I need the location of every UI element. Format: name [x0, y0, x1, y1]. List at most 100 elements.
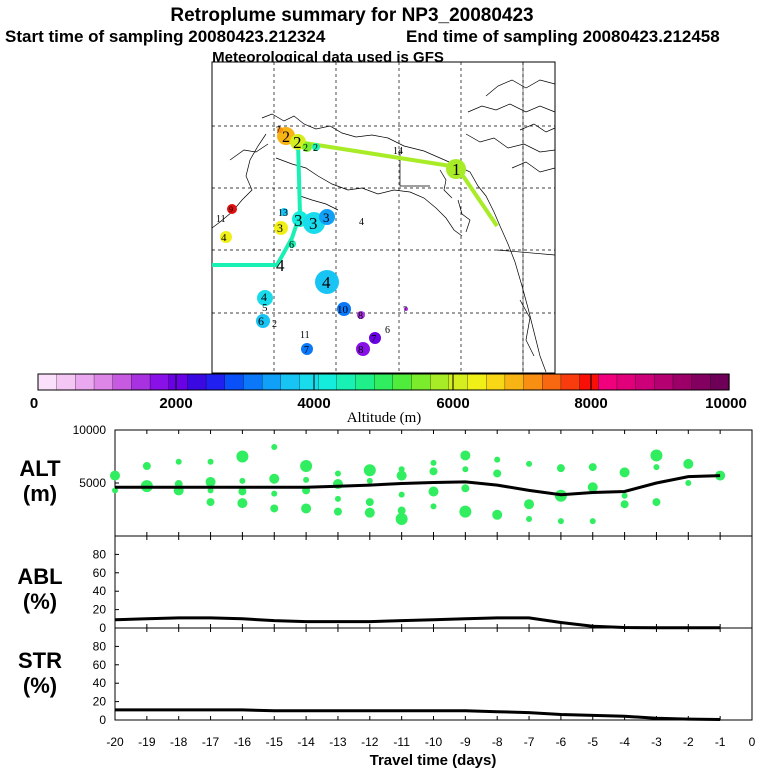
percent-ytick-label: 40: [93, 676, 107, 690]
colorbar-cell: [93, 373, 114, 391]
percent-ytick-label: 80: [93, 547, 107, 561]
map-panel: 1 2 2 2 2 7 14 3 3 3 3 4 9 11 4 13 6 4 4…: [211, 61, 556, 374]
str-title: STR: [18, 648, 62, 673]
abl-series-line: [114, 616, 721, 630]
colorbar-cell: [261, 373, 282, 391]
colorbar-cell: [448, 373, 469, 391]
colorbar-cell: [149, 373, 170, 391]
alt-scatter-point: [396, 470, 407, 481]
label-4d: 4: [261, 290, 267, 304]
alt-scatter-point: [685, 480, 692, 486]
alt-scatter-point: [683, 458, 694, 469]
percent-ytick-label: 0: [99, 621, 106, 635]
alt-scatter-point: [112, 487, 118, 494]
colorbar-cell: [579, 373, 599, 391]
colorbar-cell: [392, 373, 413, 391]
plume-marker-13: [280, 208, 288, 216]
colorbar-cell: [374, 373, 394, 391]
alt-title: ALT: [19, 456, 61, 481]
alt-scatter-point: [363, 464, 376, 477]
percent-ytick-labels: 0 20 40 60 80 0 20 40 60 80: [93, 429, 119, 727]
x-tick-label: -14: [297, 735, 315, 749]
colorbar-cell: [299, 373, 319, 391]
str-series-line: [115, 708, 721, 721]
alt-line: [115, 474, 721, 497]
colorbar-cell: [37, 373, 58, 391]
alt-scatter-point: [462, 466, 469, 473]
label-7a: 7: [276, 125, 281, 135]
colorbar-frame: [37, 373, 730, 391]
label-4c: 4: [322, 273, 331, 292]
alt-scatter-point: [650, 449, 663, 462]
percent-ytick-label: 60: [93, 566, 107, 580]
abl-line: [114, 616, 721, 630]
alt-scatter-point: [271, 443, 278, 450]
colorbar-cell: [523, 373, 543, 391]
alt-scatter-point: [524, 499, 535, 510]
colorbar-tick-4000: 4000: [297, 395, 330, 412]
alt-scatter-point: [653, 464, 660, 471]
plume-marker-small: [404, 307, 408, 311]
percent-ytick-label: 80: [93, 639, 107, 653]
x-tick-label: -16: [234, 735, 252, 749]
str-unit: (%): [23, 673, 57, 698]
x-tick-label: -7: [524, 735, 535, 749]
label-8a: 8: [358, 311, 363, 322]
x-tick-label: -8: [492, 735, 503, 749]
label-14: 14: [393, 146, 403, 157]
alt-scatter-point: [334, 470, 341, 477]
label-6c: 6: [385, 325, 390, 336]
plume-marker-6a: [288, 240, 296, 248]
colorbar: 0 2000 4000 6000 8000 10000 Altitude (m): [30, 373, 747, 426]
alt-scatter-point: [366, 477, 373, 484]
x-tick-label: -10: [425, 735, 443, 749]
map-coastlines: [211, 62, 556, 373]
alt-scatter-point: [333, 507, 342, 516]
colorbar-cell: [243, 373, 263, 391]
label-2e: 2: [272, 319, 277, 330]
alt-scatter-point: [239, 477, 246, 484]
label-4a: 4: [221, 232, 227, 244]
label-4b: 4: [359, 217, 364, 228]
plume-marker-4c: [315, 270, 339, 294]
percent-ytick-label: 40: [93, 584, 107, 598]
x-tick-label: -18: [170, 735, 188, 749]
plume-markers: [220, 127, 466, 356]
label-10: 10: [337, 304, 349, 316]
x-tick-marks: -20 -19 -18 -17 -16 -15 -14 -13 -12 -11 -10 -9 -8 -7-…: [106, 430, 756, 749]
colorbar-cell: [187, 373, 207, 391]
alt-scatter-point: [652, 498, 661, 507]
label-6b: 6: [258, 314, 264, 328]
colorbar-cell: [542, 373, 562, 391]
colorbar-cells: [37, 373, 730, 391]
abl-panel-frame: [114, 535, 753, 629]
alt-scatter-point: [206, 498, 215, 507]
colorbar-cell: [635, 373, 655, 391]
alt-scatter-point: [238, 487, 247, 496]
plume-marker-2c: [302, 142, 312, 152]
colorbar-cell: [467, 373, 487, 391]
alt-scatter-point: [175, 458, 182, 465]
alt-scatter-point: [557, 518, 564, 525]
label-3b: 3: [309, 214, 318, 233]
alt-scatter-point: [365, 498, 374, 507]
colorbar-cell: [224, 373, 245, 391]
colorbar-cell: [430, 373, 450, 391]
alt-scatter-point: [398, 466, 405, 473]
colorbar-cell: [560, 373, 581, 391]
alt-scatter-point: [398, 491, 405, 498]
alt-ytick-10000: 10000: [73, 423, 107, 437]
alt-scatter-point: [494, 456, 501, 463]
colorbar-tick-6000: 6000: [436, 395, 469, 412]
plume-marker-11b: [301, 343, 313, 355]
label-2c: 2: [303, 143, 308, 154]
label-4e: 4: [276, 256, 285, 275]
colorbar-cell: [616, 373, 637, 391]
colorbar-major-ticks: [175, 374, 592, 390]
plume-marker-4d: [257, 290, 273, 306]
alt-ytick-5000: 5000: [79, 476, 106, 490]
plume-marker-1: [446, 159, 466, 179]
label-1: 1: [452, 160, 461, 179]
label-2b: 2: [293, 133, 302, 152]
alt-scatter-point: [142, 462, 151, 471]
